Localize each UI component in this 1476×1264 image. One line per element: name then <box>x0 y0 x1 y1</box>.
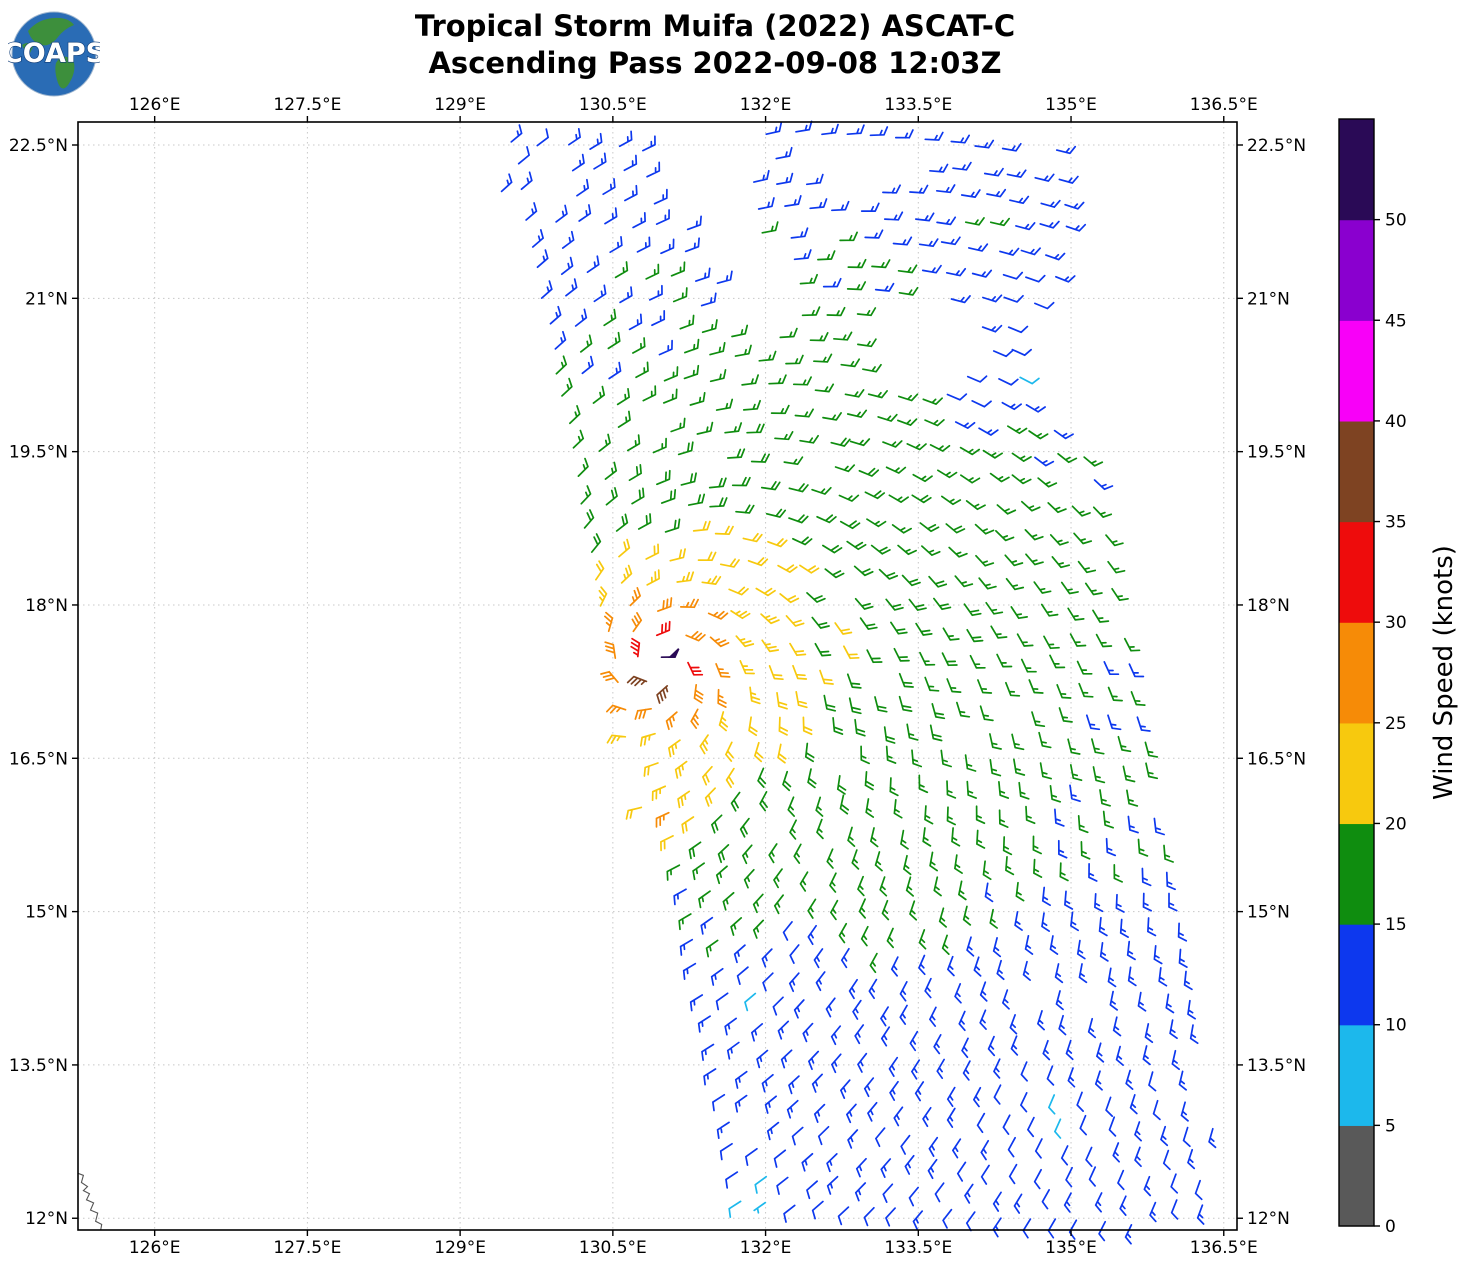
lat-tick-label-left: 19.5°N <box>9 443 68 463</box>
coaps-logo: COAPS <box>8 11 100 97</box>
wind-barb-group <box>630 620 704 676</box>
colorbar-tick-label: 45 <box>1385 311 1407 331</box>
colorbar-tick-label: 20 <box>1385 814 1407 834</box>
colorbar-bin <box>1339 1125 1374 1227</box>
lat-tick-label-left: 12°N <box>25 1209 68 1229</box>
colorbar-tick-label: 10 <box>1385 1016 1407 1036</box>
lon-tick-label-top: 129°E <box>434 95 486 115</box>
colorbar-tick-label: 25 <box>1385 714 1407 734</box>
colorbar-tick-label: 40 <box>1385 412 1407 432</box>
lat-tick-label-left: 16.5°N <box>9 749 68 769</box>
lon-tick-label-bottom: 127.5°E <box>273 1238 341 1258</box>
colorbar: 0 5 10 15 20 25 30 35 40 45 50 Wind Speed (knots) <box>1338 118 1459 1237</box>
lon-tick-label-bottom: 126°E <box>129 1238 181 1258</box>
colorbar-tick-label: 35 <box>1385 513 1407 533</box>
lat-tick-label-left: 18°N <box>25 596 68 616</box>
axis-ticks <box>72 116 1243 1236</box>
logo-text: COAPS <box>8 38 100 69</box>
wind-barb-group <box>728 376 1062 1218</box>
grid-lines <box>78 122 1237 1230</box>
lon-tick-label-bottom: 135°E <box>1045 1238 1097 1258</box>
lon-tick-label-top: 133.5°E <box>884 95 952 115</box>
wind-barb-group <box>500 120 1217 1245</box>
axis-tick-labels: 126°E 126°E 127.5°E 127.5°E 129°E 129°E 130.5°… <box>9 95 1306 1258</box>
colorbar-bin <box>1339 119 1374 221</box>
colorbar-bin <box>1339 823 1374 925</box>
lon-tick-label-top: 132°E <box>740 95 792 115</box>
logo-land-north <box>28 17 74 46</box>
lon-tick-label-top: 136.5°E <box>1190 95 1258 115</box>
wind-barbs <box>500 120 1217 1245</box>
lon-tick-label-bottom: 132°E <box>740 1238 792 1258</box>
colorbar-bin <box>1339 622 1374 724</box>
lat-tick-label-left: 13.5°N <box>9 1056 68 1076</box>
lon-tick-label-bottom: 136.5°E <box>1190 1238 1258 1258</box>
lat-tick-label-right: 21°N <box>1247 289 1290 309</box>
lat-tick-label-right: 18°N <box>1247 596 1290 616</box>
colorbar-bin <box>1339 1024 1374 1126</box>
wind-barb-group <box>626 675 669 704</box>
wind-barb-group <box>595 520 860 852</box>
colorbar-bin <box>1339 420 1374 523</box>
chart-title: Tropical Storm Muifa (2022) ASCAT-C Asce… <box>0 8 1430 82</box>
logo-land-west <box>22 43 34 53</box>
lat-tick-label-right: 22.5°N <box>1247 136 1306 156</box>
lon-tick-label-top: 135°E <box>1045 95 1097 115</box>
wind-barb-group <box>600 587 731 828</box>
colorbar-tick-label: 30 <box>1385 613 1407 633</box>
chart-title-line1: Tropical Storm Muifa (2022) ASCAT-C <box>414 9 1016 43</box>
colorbar-bin <box>1339 521 1374 623</box>
colorbar-tick-label: 15 <box>1385 915 1407 935</box>
lat-tick-label-right: 19.5°N <box>1247 443 1306 463</box>
lat-tick-label-left: 22.5°N <box>9 136 68 156</box>
lat-tick-label-right: 13.5°N <box>1247 1056 1306 1076</box>
wind-barb-pennant <box>667 648 680 658</box>
lat-tick-label-right: 16.5°N <box>1247 749 1306 769</box>
colorbar-bin <box>1339 219 1374 321</box>
lon-tick-label-top: 130.5°E <box>579 95 647 115</box>
colorbar-bin <box>1339 924 1374 1026</box>
lat-tick-label-left: 21°N <box>25 289 68 309</box>
lon-tick-label-top: 127.5°E <box>273 95 341 115</box>
wind-barb-group <box>555 217 1174 974</box>
colorbar-tick-label: 0 <box>1385 1217 1396 1237</box>
colorbar-bin <box>1339 722 1374 825</box>
colorbar-bin <box>1339 320 1374 422</box>
lon-tick-label-bottom: 129°E <box>434 1238 486 1258</box>
lon-tick-label-bottom: 130.5°E <box>579 1238 647 1258</box>
lat-tick-label-right: 12°N <box>1247 1209 1290 1229</box>
plot-border <box>77 121 1238 1231</box>
colorbar-axis-label: Wind Speed (knots) <box>1429 545 1459 800</box>
lat-tick-label-right: 15°N <box>1247 903 1290 923</box>
logo-land-south <box>55 56 75 89</box>
chart-title-line2: Ascending Pass 2022-09-08 12:03Z <box>428 46 1002 81</box>
colorbar-tick-label: 5 <box>1385 1116 1396 1136</box>
colorbar-tick-label: 50 <box>1385 211 1407 231</box>
coastline <box>77 1172 103 1231</box>
lat-tick-label-left: 15°N <box>25 903 68 923</box>
lon-tick-label-top: 126°E <box>129 95 181 115</box>
lon-tick-label-bottom: 133.5°E <box>884 1238 952 1258</box>
